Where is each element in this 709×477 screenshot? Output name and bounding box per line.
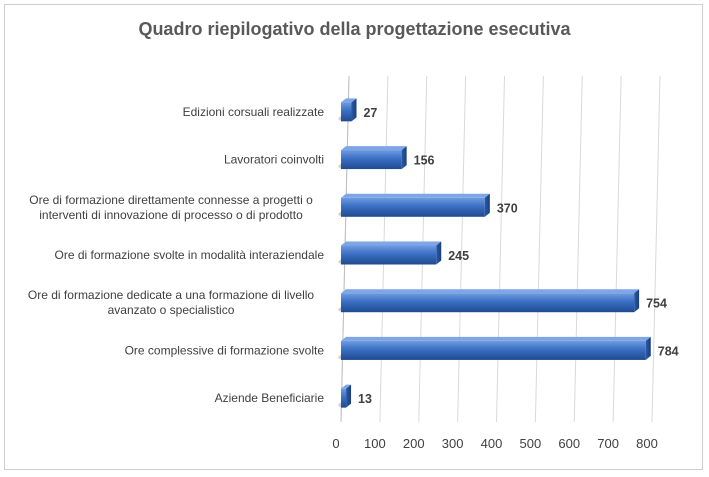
bar <box>341 293 635 313</box>
data-label: 156 <box>414 154 435 168</box>
bar-top <box>341 241 442 246</box>
data-label: 784 <box>658 344 679 358</box>
bar-top <box>341 289 640 294</box>
bar <box>341 197 485 217</box>
category-label: Ore complessive di formazione svolte <box>125 343 325 357</box>
x-tick-label: 800 <box>636 436 658 451</box>
bar <box>341 245 437 265</box>
chart-title: Quadro riepilogativo della progettazione… <box>138 19 571 39</box>
gridline-400 <box>496 75 505 423</box>
bar-top <box>341 146 407 151</box>
category-label: Aziende Beneficiarie <box>215 391 325 405</box>
data-label: 754 <box>646 297 667 311</box>
x-tick-label: 600 <box>558 436 580 451</box>
bar-cap <box>645 336 651 360</box>
gridline-800 <box>651 75 661 423</box>
bar-cap <box>351 98 357 122</box>
bar-cap <box>346 384 352 408</box>
gridline-500 <box>534 75 544 423</box>
category-label: Lavoratori coinvolti <box>224 153 324 167</box>
bar-cap <box>401 146 407 170</box>
category-label: Ore di formazione direttamente connesse … <box>29 193 313 222</box>
x-tick-label: 700 <box>597 436 619 451</box>
gridline-300 <box>457 75 467 423</box>
category-label: Ore di formazione svolte in modalità int… <box>55 248 325 262</box>
x-tick-label: 0 <box>332 436 339 451</box>
bar <box>341 340 646 360</box>
bar-cap <box>634 289 640 313</box>
bar <box>341 102 352 122</box>
x-tick-label: 100 <box>364 436 386 451</box>
bar-cap <box>484 193 490 217</box>
bar-top <box>341 384 352 389</box>
bar-cap <box>436 241 442 265</box>
bar-top <box>341 98 357 103</box>
bar <box>341 388 347 408</box>
bar <box>341 150 402 170</box>
gridline-700 <box>612 75 622 423</box>
chart-frame <box>4 4 703 470</box>
category-label: Edizioni corsuali realizzate <box>183 105 325 119</box>
x-tick-label: 500 <box>520 436 542 451</box>
data-label: 13 <box>358 392 372 406</box>
category-label: Ore di formazione dedicate a una formazi… <box>28 288 314 317</box>
x-tick-label: 300 <box>442 436 464 451</box>
x-tick-label: 200 <box>403 436 425 451</box>
data-label: 27 <box>363 106 377 120</box>
bar-top <box>341 336 651 341</box>
gridline-600 <box>573 75 583 423</box>
data-label: 370 <box>497 201 518 215</box>
bar-top <box>341 193 490 198</box>
x-tick-label: 400 <box>481 436 503 451</box>
data-label: 245 <box>448 249 469 263</box>
